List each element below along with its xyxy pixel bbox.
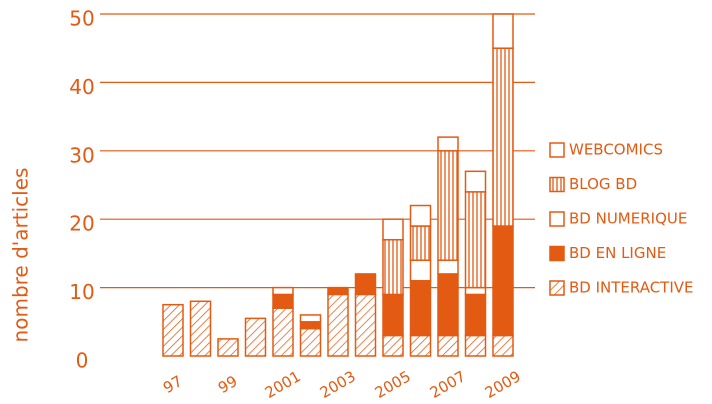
x-tick-label: 99: [215, 372, 241, 397]
x-tick-label: 2007: [427, 367, 469, 402]
bar-segment: [409, 334, 432, 357]
bar-segment: [492, 225, 514, 337]
bar-segment: [244, 317, 267, 357]
bar-segment: [162, 303, 184, 357]
bar-segment: [189, 300, 212, 357]
legend-label: BD INTERACTIVE: [569, 279, 694, 297]
bar-segment: [382, 293, 404, 337]
y-tick-label: 30: [69, 143, 94, 167]
bar-segment: [437, 136, 459, 152]
y-tick-label: 20: [69, 212, 94, 236]
bar-segment: [327, 293, 349, 357]
legend-swatch: [549, 142, 565, 158]
bar-segment: [492, 13, 514, 49]
bar-segment: [492, 47, 514, 227]
y-tick-label: 50: [69, 7, 94, 31]
legend-label: BD NUMERIQUE: [569, 210, 687, 228]
bar-segment: [299, 314, 322, 323]
bar-segment: [492, 334, 514, 357]
bar-segment: [437, 273, 459, 337]
bar-segment: [299, 327, 322, 357]
y-tick-label: 10: [69, 280, 94, 304]
legend-swatch: [549, 280, 565, 296]
bar-segment: [382, 238, 404, 296]
y-tick-label: 40: [69, 75, 94, 99]
bar-segment: [464, 293, 487, 337]
bar-segment: [382, 334, 404, 357]
bar-segment: [437, 259, 459, 275]
bar-segment: [354, 293, 377, 357]
y-tick-label: 0: [76, 349, 89, 373]
bar-segment: [382, 218, 404, 241]
bar-segment: [464, 170, 487, 193]
bar-segment: [437, 334, 459, 357]
bar-segment: [409, 280, 432, 337]
bar-segment: [409, 225, 432, 261]
x-tick-label: 2009: [482, 367, 524, 402]
bar-segment: [464, 334, 487, 357]
legend-label: WEBCOMICS: [569, 141, 663, 159]
bar-segment: [409, 259, 432, 282]
bar-segment: [272, 286, 294, 296]
legend-label: BLOG BD: [569, 175, 637, 193]
x-tick-label: 2005: [372, 367, 414, 402]
y-axis-label: nombre d'articles: [9, 168, 33, 343]
bar-segment: [354, 273, 377, 296]
bar-segment: [437, 150, 459, 261]
legend-swatch: [549, 245, 565, 262]
bar-segment: [464, 286, 487, 296]
bar-segment: [272, 293, 294, 309]
x-tick-label: 2003: [317, 367, 359, 402]
bar-segment: [464, 191, 487, 289]
legend-swatch: [549, 211, 565, 227]
bar-segment: [217, 338, 239, 357]
bar-segment: [272, 307, 294, 357]
bar-segment: [409, 204, 432, 227]
legend-label: BD EN LIGNE: [569, 244, 666, 262]
bar-segment: [299, 321, 322, 330]
bar-segment: [327, 286, 349, 296]
legend-swatch: [549, 176, 565, 193]
x-tick-label: 97: [160, 372, 186, 397]
x-tick-label: 2001: [262, 367, 304, 402]
